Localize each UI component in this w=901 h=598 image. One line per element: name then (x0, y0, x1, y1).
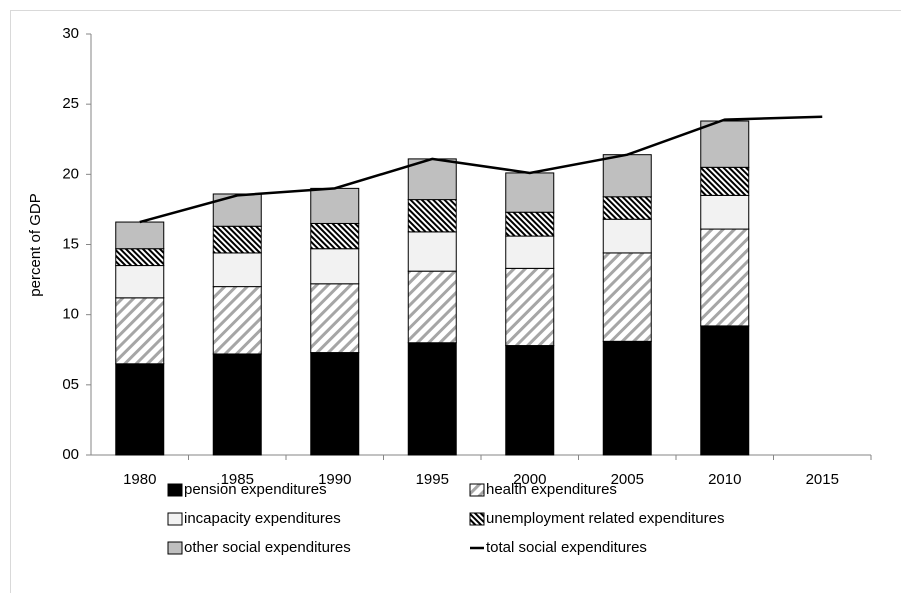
bar-segment (408, 271, 456, 343)
bar-segment (116, 298, 164, 364)
legend-label: unemployment related expenditures (486, 510, 724, 527)
bar-segment (701, 326, 749, 455)
legend-label: total social expenditures (486, 539, 647, 556)
bar-segment (311, 223, 359, 248)
bar-segment (213, 226, 261, 253)
bar-segment (603, 155, 651, 197)
y-tick-label: 10 (62, 306, 79, 323)
y-tick-label: 30 (62, 25, 79, 42)
bar-segment (701, 195, 749, 229)
bar-segment (701, 229, 749, 326)
legend-label: incapacity expenditures (184, 510, 341, 527)
y-tick-label: 15 (62, 235, 79, 252)
bar-segment (311, 249, 359, 284)
bar-segment (213, 354, 261, 455)
bar-segment (506, 212, 554, 236)
bar-segment (603, 219, 651, 253)
bar-segment (116, 266, 164, 298)
bar-segment (116, 222, 164, 249)
y-tick-label: 25 (62, 95, 79, 112)
x-tick-label: 2010 (708, 471, 741, 488)
x-tick-label: 2015 (806, 471, 839, 488)
bar-segment (603, 341, 651, 455)
y-axis-label: percent of GDP (27, 193, 44, 296)
bar-segment (506, 268, 554, 345)
bar-segment (506, 346, 554, 455)
bar-segment (408, 200, 456, 232)
bar-segment (506, 173, 554, 212)
bar-segment (116, 249, 164, 266)
bar-segment (408, 343, 456, 455)
legend-swatch (168, 484, 182, 496)
legend-label: other social expenditures (184, 539, 351, 556)
bar-segment (213, 253, 261, 287)
bar-segment (701, 167, 749, 195)
legend-swatch (168, 542, 182, 554)
bar-segment (506, 236, 554, 268)
bar-segment (213, 287, 261, 354)
bar-segment (311, 353, 359, 455)
legend-swatch (470, 484, 484, 496)
legend-label: pension expenditures (184, 481, 327, 498)
bar-segment (408, 232, 456, 271)
y-tick-label: 05 (62, 376, 79, 393)
legend-label: health expenditures (486, 481, 617, 498)
bar-segment (701, 121, 749, 167)
bar-segment (116, 364, 164, 455)
bar-segment (311, 188, 359, 223)
bar-segment (603, 197, 651, 219)
legend-swatch (168, 513, 182, 525)
x-tick-label: 1995 (416, 471, 449, 488)
y-tick-label: 20 (62, 165, 79, 182)
bar-segment (603, 253, 651, 341)
legend-swatch (470, 513, 484, 525)
bar-segment (311, 284, 359, 353)
y-tick-label: 00 (62, 446, 79, 463)
x-tick-label: 1980 (123, 471, 156, 488)
